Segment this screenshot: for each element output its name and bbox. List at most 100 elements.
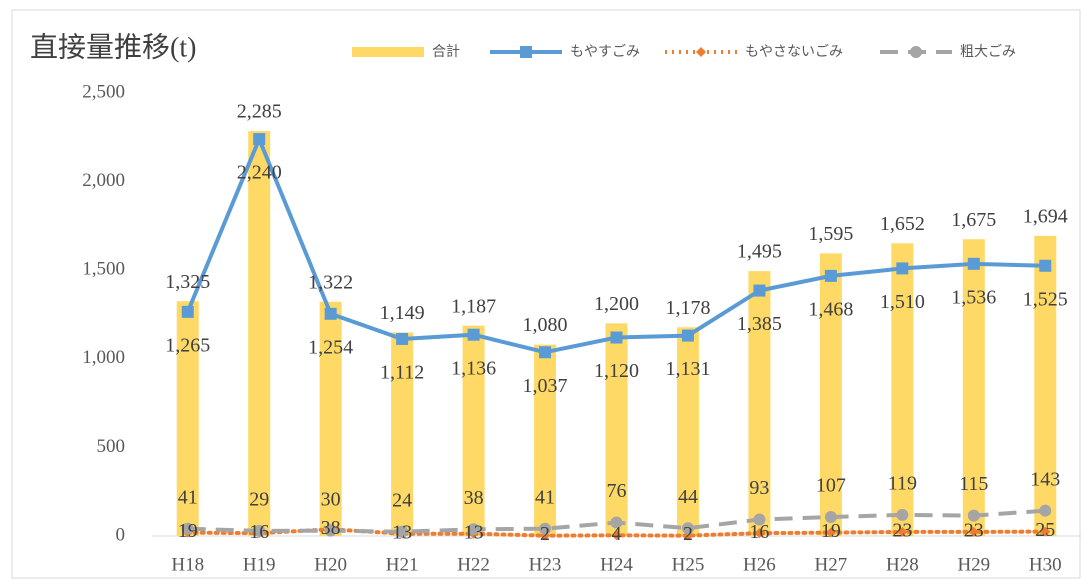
data-label: 1,254 [308,336,353,358]
data-label: 23 [964,520,984,542]
bar [176,301,199,536]
marker [825,527,836,538]
bar [605,323,628,536]
marker [824,269,837,282]
x-tick-label: H26 [743,554,776,575]
legend-marker [696,47,706,57]
data-label: 143 [1030,468,1060,490]
data-label: 1,385 [737,313,782,335]
data-label: 1,187 [451,295,496,317]
data-label: 1,037 [523,375,568,397]
bar [748,271,771,536]
marker [681,329,694,342]
marker [753,513,766,526]
marker [967,257,980,270]
marker [681,522,694,535]
data-label: 1,468 [808,298,853,320]
data-label: 1,322 [308,271,353,293]
y-tick-label: 1,500 [82,259,125,280]
data-label: 76 [607,480,627,502]
data-label: 2 [540,523,550,545]
legend-label: 合計 [432,44,460,60]
marker [610,516,623,529]
marker [753,284,766,297]
bar [891,243,914,536]
data-label: 1,652 [880,213,925,235]
marker [968,526,979,537]
legend-label: もやさないごみ [745,44,843,60]
legend-marker [910,46,922,58]
y-tick-label: 0 [116,524,126,545]
x-tick-label: H21 [386,554,419,575]
data-label: 1,136 [451,357,496,379]
data-label: 2,285 [237,101,282,123]
bar [462,325,485,536]
data-label: 13 [464,521,484,543]
data-label: 93 [749,477,769,499]
data-label: 1,200 [594,293,639,315]
data-label: 29 [249,488,269,510]
x-tick-label: H24 [600,554,633,575]
data-label: 38 [321,517,341,539]
marker [611,530,622,541]
data-label: 107 [816,475,846,497]
y-tick-label: 2,500 [82,81,125,102]
x-tick-label: H30 [1029,554,1062,575]
marker [1039,259,1052,272]
data-label: 1,595 [808,223,853,245]
marker [1040,526,1051,537]
x-tick-label: H28 [886,554,919,575]
data-label: 16 [249,521,269,543]
legend-marker [520,46,532,58]
marker [181,522,194,535]
marker [896,508,909,521]
data-label: 19 [178,520,198,542]
data-label: 23 [892,520,912,542]
marker [253,133,266,146]
bar [391,332,414,536]
bar [534,344,557,536]
data-label: 1,265 [165,334,210,356]
x-tick-label: H23 [529,554,562,575]
marker [324,524,337,537]
data-label: 2,240 [237,162,282,184]
marker [824,511,837,524]
legend-swatch [352,47,424,57]
data-label: 41 [178,486,198,508]
x-tick-label: H22 [457,554,490,575]
data-label: 1,675 [951,209,996,231]
x-tick-label: H27 [815,554,848,575]
marker [467,523,480,536]
data-label: 2 [683,523,693,545]
x-tick-label: H20 [314,554,347,575]
marker [1039,504,1052,517]
marker [181,305,194,318]
marker [754,528,765,539]
marker [967,509,980,522]
data-label: 119 [888,473,917,495]
bar [319,301,342,536]
data-label: 115 [959,473,988,495]
data-label: 1,694 [1023,205,1068,227]
data-label: 1,120 [594,360,639,382]
data-label: 38 [464,487,484,509]
data-label: 41 [535,486,555,508]
marker [324,307,337,320]
marker [396,525,409,538]
bar [819,253,842,536]
data-label: 1,112 [380,362,424,384]
data-label: 1,510 [880,291,925,313]
marker [897,526,908,537]
data-label: 1,325 [165,271,210,293]
x-tick-label: H19 [243,554,276,575]
data-label: 13 [392,521,412,543]
marker [396,332,409,345]
data-label: 30 [321,488,341,510]
marker [896,262,909,275]
marker [467,328,480,341]
data-label: 1,495 [737,241,782,263]
data-label: 25 [1035,519,1055,541]
x-tick-label: H18 [171,554,204,575]
y-tick-label: 2,000 [82,170,125,191]
